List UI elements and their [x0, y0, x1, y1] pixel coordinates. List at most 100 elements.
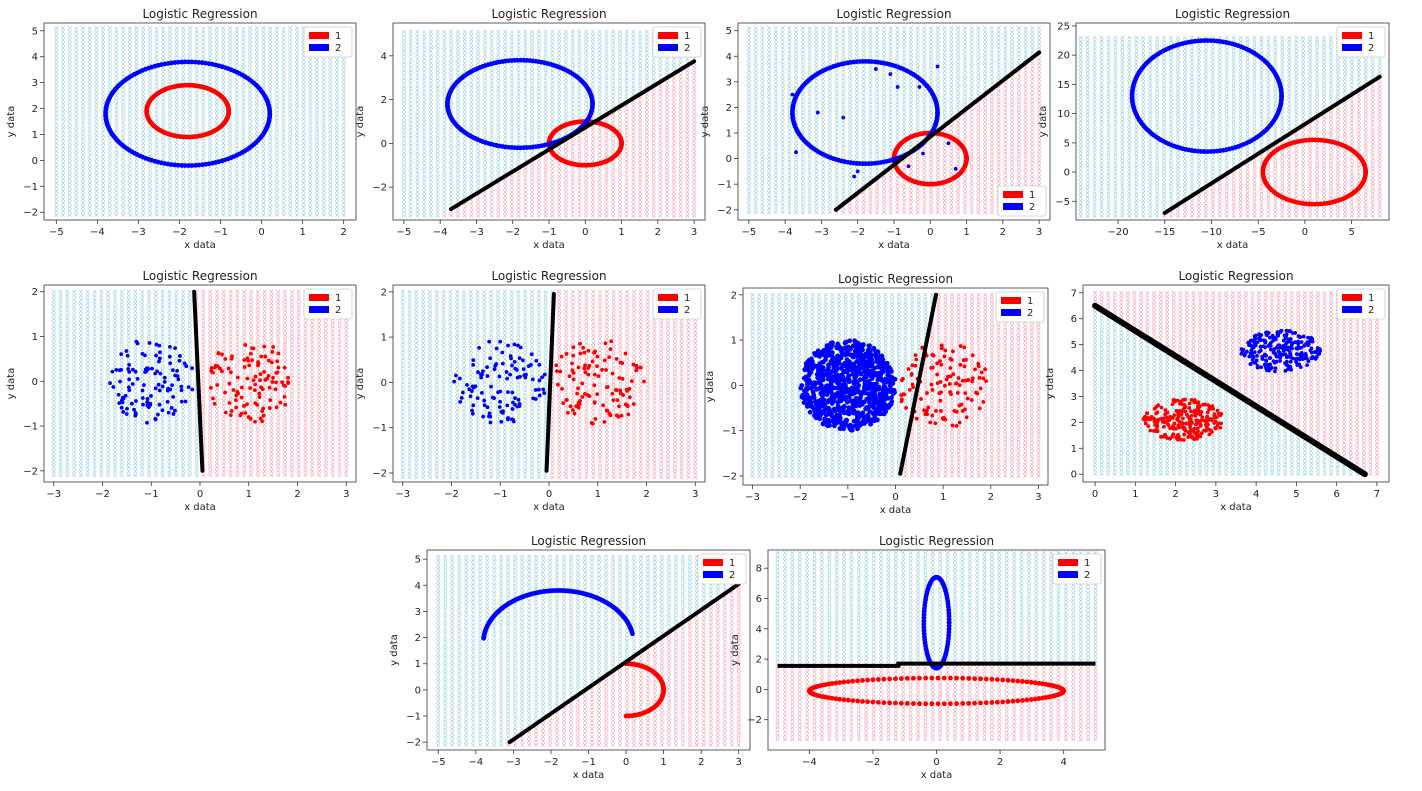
- grid-marker: [228, 97, 233, 102]
- grid-marker: [651, 154, 656, 159]
- x-tick-label: −2: [505, 227, 520, 238]
- grid-marker: [288, 93, 293, 98]
- grid-marker: [274, 125, 279, 130]
- grid-marker: [651, 127, 656, 132]
- grid-marker: [428, 197, 433, 203]
- grid-marker: [617, 41, 622, 46]
- grid-marker: [101, 49, 106, 55]
- grid-marker: [401, 111, 406, 116]
- grid-marker: [154, 101, 159, 106]
- grid-marker: [81, 177, 86, 182]
- grid-marker: [408, 213, 413, 218]
- grid-marker: [638, 104, 643, 109]
- grid-marker: [127, 65, 132, 70]
- grid-marker: [584, 194, 589, 199]
- grid-marker: [401, 194, 406, 199]
- grid-marker: [94, 73, 99, 78]
- grid-marker: [281, 141, 286, 146]
- grid-marker: [584, 107, 589, 113]
- grid-marker: [87, 117, 92, 122]
- grid-marker: [509, 197, 514, 203]
- grid-marker: [644, 96, 649, 101]
- grid-marker: [685, 76, 690, 81]
- grid-marker: [67, 145, 72, 150]
- grid-marker: [288, 196, 293, 201]
- grid-marker: [288, 85, 293, 90]
- grid-marker: [274, 105, 279, 110]
- grid-marker: [268, 133, 273, 138]
- grid-marker: [147, 145, 152, 150]
- grid-marker: [590, 174, 595, 179]
- grid-marker: [228, 57, 233, 62]
- grid-marker: [134, 165, 139, 170]
- grid-marker: [469, 174, 474, 179]
- grid-marker: [638, 37, 643, 42]
- grid-marker: [604, 174, 609, 179]
- grid-marker: [281, 204, 286, 209]
- grid-marker: [201, 188, 206, 194]
- grid-marker: [685, 170, 690, 175]
- grid-marker: [753, 167, 758, 172]
- grid-marker: [597, 131, 602, 136]
- grid-marker: [127, 129, 132, 134]
- grid-marker: [476, 205, 481, 210]
- grid-marker: [147, 188, 152, 194]
- grid-marker: [638, 115, 643, 120]
- grid-marker: [442, 147, 447, 152]
- grid-marker: [462, 205, 467, 210]
- grid-marker: [328, 169, 333, 174]
- grid-marker: [550, 194, 555, 199]
- grid-marker: [550, 170, 555, 175]
- grid-marker: [530, 92, 535, 97]
- grid-marker: [167, 196, 172, 201]
- grid-marker: [760, 45, 765, 50]
- grid-marker: [107, 196, 112, 201]
- grid-marker: [746, 92, 751, 97]
- grid-marker: [147, 77, 152, 82]
- grid-marker: [597, 107, 602, 113]
- grid-marker: [678, 201, 683, 206]
- grid-marker: [294, 169, 299, 174]
- grid-marker: [154, 165, 159, 170]
- grid-marker: [644, 100, 649, 105]
- grid-marker: [563, 29, 568, 34]
- grid-marker: [261, 42, 266, 47]
- grid-marker: [435, 29, 440, 34]
- grid-marker: [67, 200, 72, 205]
- grid-marker: [584, 131, 589, 136]
- grid-marker: [658, 127, 663, 132]
- grid-marker: [207, 101, 213, 106]
- grid-marker: [631, 166, 636, 171]
- grid-marker: [678, 170, 683, 175]
- grid-marker: [476, 150, 481, 156]
- grid-marker: [469, 100, 474, 105]
- grid-marker: [74, 196, 79, 201]
- grid-marker: [462, 107, 467, 113]
- grid-marker: [570, 143, 575, 148]
- grid-marker: [54, 181, 59, 186]
- grid-marker: [604, 150, 609, 156]
- grid-marker: [248, 69, 253, 74]
- grid-marker: [617, 182, 622, 187]
- grid-marker: [503, 201, 508, 206]
- grid-marker: [685, 174, 690, 179]
- grid-marker: [476, 111, 481, 116]
- grid-marker: [114, 208, 119, 213]
- grid-marker: [241, 137, 246, 142]
- grid-marker: [101, 212, 106, 217]
- grid-marker: [107, 137, 112, 142]
- grid-marker: [536, 80, 541, 85]
- grid-marker: [428, 45, 433, 50]
- grid-marker: [174, 53, 179, 59]
- grid-marker: [60, 145, 66, 150]
- grid-marker: [658, 123, 663, 128]
- grid-marker: [281, 81, 286, 86]
- grid-marker: [767, 202, 772, 207]
- grid-marker: [254, 38, 259, 43]
- grid-marker: [174, 212, 179, 217]
- grid-marker: [685, 96, 690, 101]
- grid-marker: [341, 145, 346, 150]
- grid-marker: [557, 182, 562, 187]
- grid-marker: [509, 186, 514, 191]
